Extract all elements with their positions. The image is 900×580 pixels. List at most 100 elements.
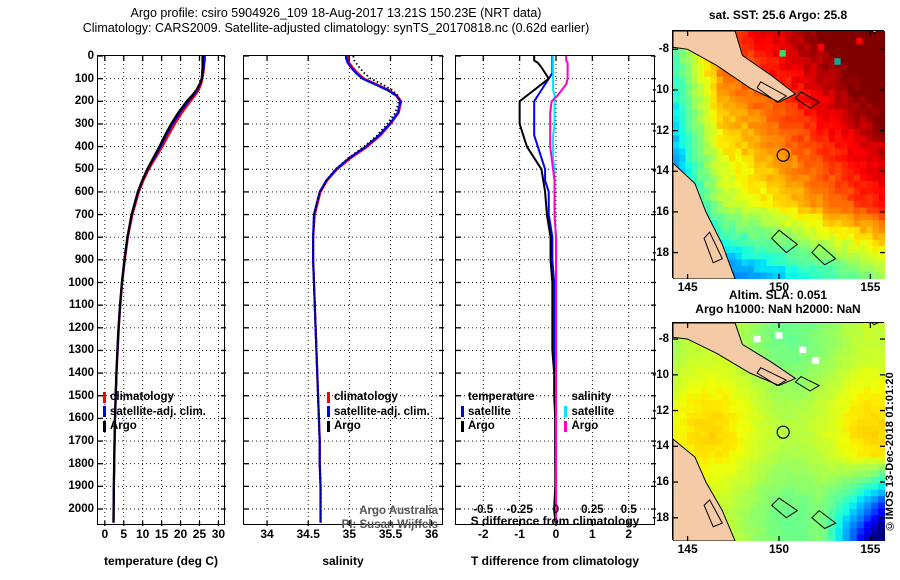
legend-entry: Argo: [103, 419, 206, 434]
x-tick-label: 36: [424, 527, 439, 541]
legend-entry: satellite-adj. clim.: [103, 405, 206, 420]
latitude-tick-label: -16: [652, 205, 669, 218]
latitude-tick-label: -8: [658, 333, 669, 346]
legend-color-swatch: [103, 420, 106, 432]
attribution-line-2: PI: Susan Wijffels: [341, 519, 438, 531]
depth-tick-label: 2000: [68, 503, 94, 515]
depth-tick-label: 200: [74, 95, 94, 108]
difference-legend: temperature satellite Argo salinity satellit…: [461, 390, 614, 434]
latitude-tick-label: -16: [652, 476, 669, 489]
depth-tick-label: 600: [74, 185, 94, 198]
latitude-tick-label: -8: [658, 43, 669, 56]
sla-title-line-1: Altim. SLA: 0.051: [728, 288, 828, 302]
legend-label: satellite-adj. clim.: [334, 405, 430, 418]
salinity-profile-plot: [244, 56, 444, 526]
latitude-tick-label: -12: [652, 404, 669, 417]
difference-xaxis-label-bottom: T difference from climatology: [470, 554, 640, 568]
legend-entry: satellite: [461, 405, 534, 420]
s-difference-tick-label: 0.5: [620, 504, 637, 516]
legend-entry: Argo: [461, 419, 534, 434]
legend-color-swatch: [103, 391, 106, 403]
depth-tick-label: 1600: [68, 412, 94, 425]
depth-tick-label: 300: [74, 117, 94, 130]
salinity-profile-panel: 34 34.5 35 35.5 36: [243, 55, 444, 541]
title-line-1: Argo profile: csiro 5904926_109 18-Aug-2…: [130, 6, 542, 20]
salinity-legend: climatology satellite-adj. clim. Argo: [327, 390, 430, 434]
legend-entry: Argo: [564, 419, 614, 434]
legend-column: salinity satellite Argo: [564, 390, 614, 434]
temperature-profile-panel: 0 5 10 15 20 25 30 0 100 200 300 400 500 600 700 800 900…: [68, 50, 226, 541]
legend-color-swatch: [327, 406, 330, 418]
depth-tick-label: 500: [74, 163, 94, 176]
title-line-2: Climatology: CARS2009. Satellite-adjuste…: [82, 21, 590, 35]
depth-tick-label: 1200: [68, 321, 94, 334]
s-difference-tick-label: -0.25: [506, 504, 533, 516]
legend-entry: satellite: [564, 405, 614, 420]
legend-column-header: salinity: [571, 391, 612, 403]
temperature-profile-plot: [98, 56, 226, 526]
depth-tick-label: 1700: [68, 435, 94, 448]
latitude-tick-label: -18: [652, 246, 669, 259]
latitude-tick-label: -12: [652, 124, 669, 137]
t-difference-tick-label: 2: [625, 527, 633, 541]
depth-tick-label: 700: [74, 208, 94, 221]
sst-map-canvas: [673, 31, 885, 279]
s-difference-tick-label: 0: [552, 504, 560, 516]
legend-color-swatch: [564, 420, 568, 432]
depth-tick-label: 400: [74, 140, 94, 153]
s-difference-tick-label: 0.25: [581, 504, 604, 516]
salinity-xaxis-label: salinity: [322, 554, 364, 568]
x-tick-label: 10: [135, 527, 150, 541]
sla-title-line-2: Argo h1000: NaN h2000: NaN: [695, 302, 861, 316]
latitude-tick-label: -10: [652, 368, 669, 381]
legend-color-swatch: [461, 406, 464, 418]
sla-map-title: Altim. SLA: 0.051 Argo h1000: NaN h2000:…: [672, 288, 884, 316]
longitude-tick-label: 155: [860, 542, 881, 556]
x-tick-label: 15: [154, 527, 169, 541]
t-difference-tick-label: 0: [552, 527, 560, 541]
t-difference-tick-label: -1: [514, 527, 525, 541]
longitude-tick-label: 155: [860, 280, 881, 294]
legend-color-swatch: [327, 420, 330, 432]
difference-xaxis-label-top: S difference from climatology: [470, 514, 640, 528]
legend-label: climatology: [334, 391, 398, 403]
x-tick-label: 0: [101, 527, 109, 541]
legend-label: satellite-adj. clim.: [110, 405, 206, 418]
latitude-tick-label: -18: [652, 511, 669, 524]
latitude-tick-label: -14: [652, 440, 669, 453]
x-tick-label: 35.5: [378, 527, 403, 541]
legend-label: satellite: [468, 405, 511, 418]
difference-profile-plot: [456, 56, 656, 526]
legend-entry: climatology: [327, 390, 430, 405]
depth-tick-label: 0: [87, 50, 94, 62]
sla-map: -8 -10 -12 -14 -16 -18 145 150 155: [652, 322, 885, 556]
longitude-tick-label: 150: [768, 542, 790, 556]
legend-color-swatch: [461, 420, 464, 432]
legend-label: climatology: [110, 391, 174, 403]
legend-entry: Argo: [327, 419, 430, 434]
depth-tick-label: 100: [74, 72, 94, 85]
depth-tick-label: 1800: [68, 457, 94, 470]
depth-tick-label: 1500: [68, 389, 94, 402]
x-tick-label: 20: [173, 527, 188, 541]
t-difference-tick-label: -2: [477, 527, 489, 541]
legend-column-header: temperature: [468, 391, 535, 403]
legend-label: satellite: [571, 405, 615, 418]
copyright-label: ©IMOS 13-Dec-2018 01:01:20: [884, 372, 896, 532]
x-tick-label: 34: [260, 527, 274, 541]
depth-tick-label: 1900: [68, 480, 94, 493]
x-tick-label: 34.5: [296, 527, 320, 541]
sst-map: -8 -10 -12 -14 -16 -18 145 150 155: [652, 30, 885, 294]
legend-entry: climatology: [103, 390, 206, 405]
sla-map-canvas: [673, 323, 885, 541]
longitude-tick-label: 145: [677, 542, 698, 556]
legend-label: Argo: [571, 420, 599, 432]
legend-color-swatch: [103, 406, 106, 418]
temperature-xaxis-label: temperature (deg C): [103, 554, 219, 568]
x-tick-label: 35: [342, 527, 357, 541]
attribution-note: Argo Australia PI: Susan Wijffels: [298, 504, 438, 532]
depth-tick-label: 1300: [68, 344, 94, 357]
longitude-tick-label: 150: [768, 280, 790, 294]
legend-label: Argo: [334, 420, 361, 432]
sst-map-title: sat. SST: 25.6 Argo: 25.8: [708, 8, 848, 22]
